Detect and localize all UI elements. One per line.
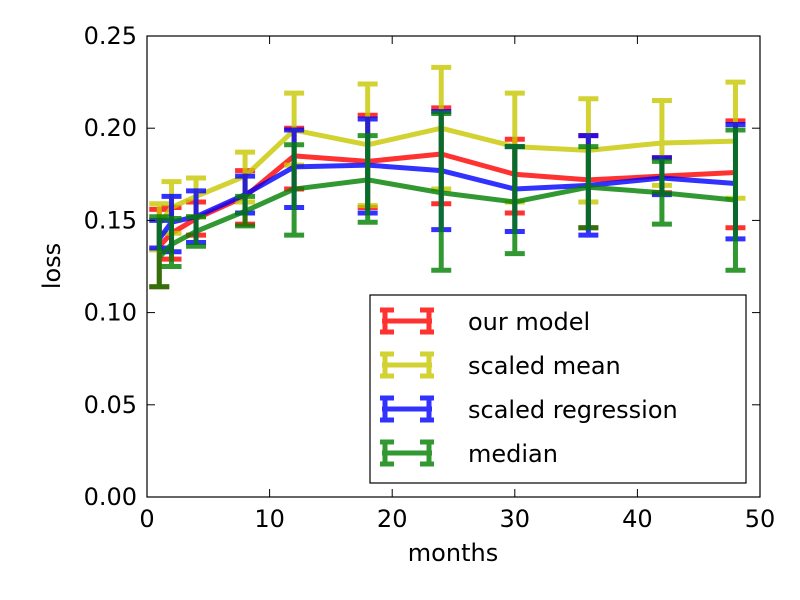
x-tick-label: 10 xyxy=(254,505,285,533)
y-tick-label: 0.10 xyxy=(84,299,137,327)
legend-handle xyxy=(380,395,434,423)
legend: our model scaled mean scaled regression med… xyxy=(369,294,747,484)
axis-ticks: 0 10 20 30 40 50 0.00 0.05 0.10 0.15 0.20 0.25 xyxy=(84,22,776,533)
axes-border xyxy=(146,35,761,498)
series-median xyxy=(149,110,746,290)
x-tick-label: 50 xyxy=(745,505,776,533)
legend-handle xyxy=(380,307,434,335)
x-tick-label: 20 xyxy=(377,505,408,533)
y-axis-label: loss xyxy=(38,243,66,289)
x-tick-label: 0 xyxy=(139,505,154,533)
y-tick-label: 0.20 xyxy=(84,114,137,142)
y-tick-label: 0.00 xyxy=(84,483,137,511)
x-tick-label: 30 xyxy=(500,505,531,533)
legend-label: scaled regression xyxy=(468,396,678,424)
series-line xyxy=(157,177,736,260)
y-tick-label: 0.25 xyxy=(84,22,137,50)
y-tick-label: 0.15 xyxy=(84,206,137,234)
axes-frame xyxy=(146,35,761,498)
y-tick-label: 0.05 xyxy=(84,391,137,419)
legend-label: scaled mean xyxy=(468,352,621,380)
legend-handle xyxy=(380,351,434,379)
legend-box xyxy=(369,294,747,484)
legend-label: our model xyxy=(468,308,590,336)
legend-handle xyxy=(380,439,434,467)
x-tick-label: 40 xyxy=(622,505,653,533)
legend-label: median xyxy=(468,440,558,468)
x-axis-label: months xyxy=(408,539,498,567)
